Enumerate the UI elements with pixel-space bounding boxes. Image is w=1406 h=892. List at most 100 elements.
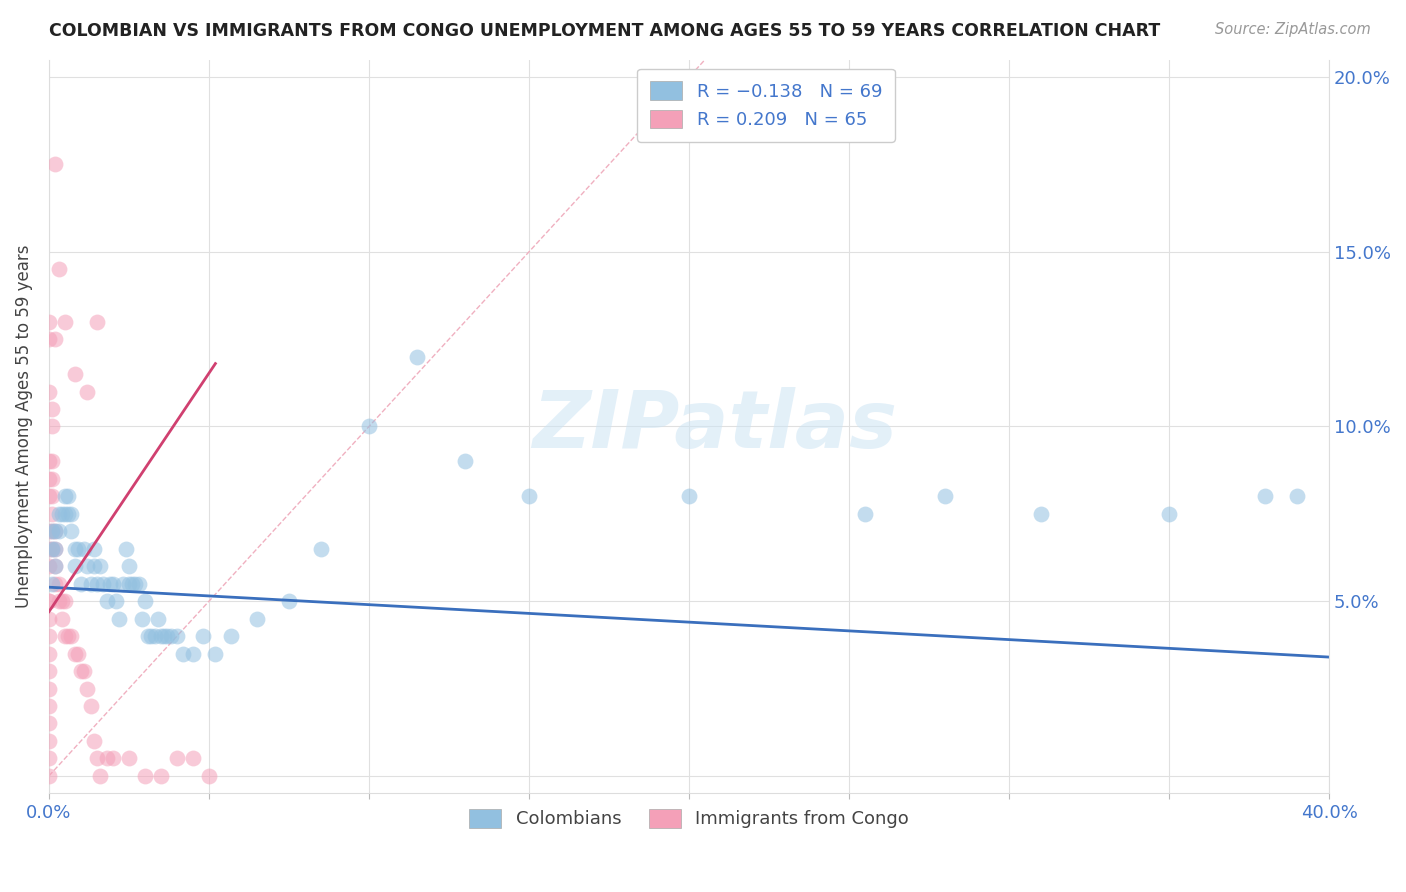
Point xyxy=(101,751,124,765)
Point xyxy=(96,751,118,765)
Point xyxy=(76,384,98,399)
Point xyxy=(38,734,60,748)
Point xyxy=(48,524,70,539)
Point xyxy=(38,559,60,574)
Point xyxy=(83,559,105,574)
Point xyxy=(38,594,60,608)
Point xyxy=(51,507,73,521)
Point xyxy=(111,576,134,591)
Point xyxy=(38,524,60,539)
Point xyxy=(38,594,60,608)
Point xyxy=(96,594,118,608)
Point xyxy=(76,559,98,574)
Point xyxy=(79,698,101,713)
Point xyxy=(149,769,172,783)
Point xyxy=(118,576,141,591)
Point xyxy=(246,612,269,626)
Point xyxy=(1029,507,1052,521)
Point xyxy=(53,489,76,503)
Point xyxy=(678,489,700,503)
Point xyxy=(41,402,63,417)
Point xyxy=(86,576,108,591)
Point xyxy=(44,576,66,591)
Point xyxy=(44,559,66,574)
Point xyxy=(41,576,63,591)
Point xyxy=(38,541,60,556)
Point xyxy=(934,489,956,503)
Point xyxy=(128,576,150,591)
Point xyxy=(60,524,83,539)
Point xyxy=(89,559,111,574)
Point xyxy=(44,332,66,346)
Point xyxy=(166,751,188,765)
Point xyxy=(38,769,60,783)
Point xyxy=(48,594,70,608)
Point xyxy=(53,507,76,521)
Point xyxy=(63,559,86,574)
Point xyxy=(38,647,60,661)
Point xyxy=(172,647,194,661)
Point xyxy=(108,612,131,626)
Point xyxy=(41,419,63,434)
Point xyxy=(143,629,166,643)
Point xyxy=(73,541,96,556)
Point xyxy=(44,541,66,556)
Point xyxy=(83,734,105,748)
Point xyxy=(89,769,111,783)
Point xyxy=(98,576,121,591)
Point xyxy=(79,576,101,591)
Point xyxy=(70,664,93,678)
Point xyxy=(149,629,172,643)
Point xyxy=(38,472,60,486)
Point xyxy=(53,594,76,608)
Text: COLOMBIAN VS IMMIGRANTS FROM CONGO UNEMPLOYMENT AMONG AGES 55 TO 59 YEARS CORREL: COLOMBIAN VS IMMIGRANTS FROM CONGO UNEMP… xyxy=(49,22,1160,40)
Point xyxy=(48,507,70,521)
Point xyxy=(357,419,380,434)
Point xyxy=(406,350,429,364)
Point xyxy=(66,541,89,556)
Point xyxy=(114,541,136,556)
Point xyxy=(41,524,63,539)
Point xyxy=(198,769,221,783)
Y-axis label: Unemployment Among Ages 55 to 59 years: Unemployment Among Ages 55 to 59 years xyxy=(15,244,32,608)
Point xyxy=(221,629,243,643)
Point xyxy=(105,594,128,608)
Point xyxy=(853,507,876,521)
Point xyxy=(159,629,181,643)
Point xyxy=(124,576,146,591)
Point xyxy=(41,472,63,486)
Point xyxy=(278,594,301,608)
Point xyxy=(44,157,66,171)
Point xyxy=(204,647,226,661)
Point xyxy=(56,489,79,503)
Point xyxy=(56,507,79,521)
Point xyxy=(38,629,60,643)
Point xyxy=(44,541,66,556)
Point xyxy=(191,629,214,643)
Point xyxy=(41,541,63,556)
Point xyxy=(131,612,153,626)
Point xyxy=(141,629,163,643)
Point xyxy=(38,384,60,399)
Point xyxy=(76,681,98,696)
Point xyxy=(181,647,204,661)
Text: Source: ZipAtlas.com: Source: ZipAtlas.com xyxy=(1215,22,1371,37)
Point xyxy=(121,576,143,591)
Point xyxy=(118,559,141,574)
Point xyxy=(41,507,63,521)
Point xyxy=(517,489,540,503)
Point xyxy=(63,541,86,556)
Point xyxy=(136,629,159,643)
Point xyxy=(93,576,115,591)
Point xyxy=(38,681,60,696)
Point xyxy=(166,629,188,643)
Point xyxy=(309,541,332,556)
Text: ZIPatlas: ZIPatlas xyxy=(531,387,897,466)
Point xyxy=(38,332,60,346)
Point xyxy=(63,367,86,381)
Point xyxy=(134,769,156,783)
Point xyxy=(118,751,141,765)
Point xyxy=(38,664,60,678)
Point xyxy=(1254,489,1277,503)
Legend: Colombians, Immigrants from Congo: Colombians, Immigrants from Congo xyxy=(461,802,917,836)
